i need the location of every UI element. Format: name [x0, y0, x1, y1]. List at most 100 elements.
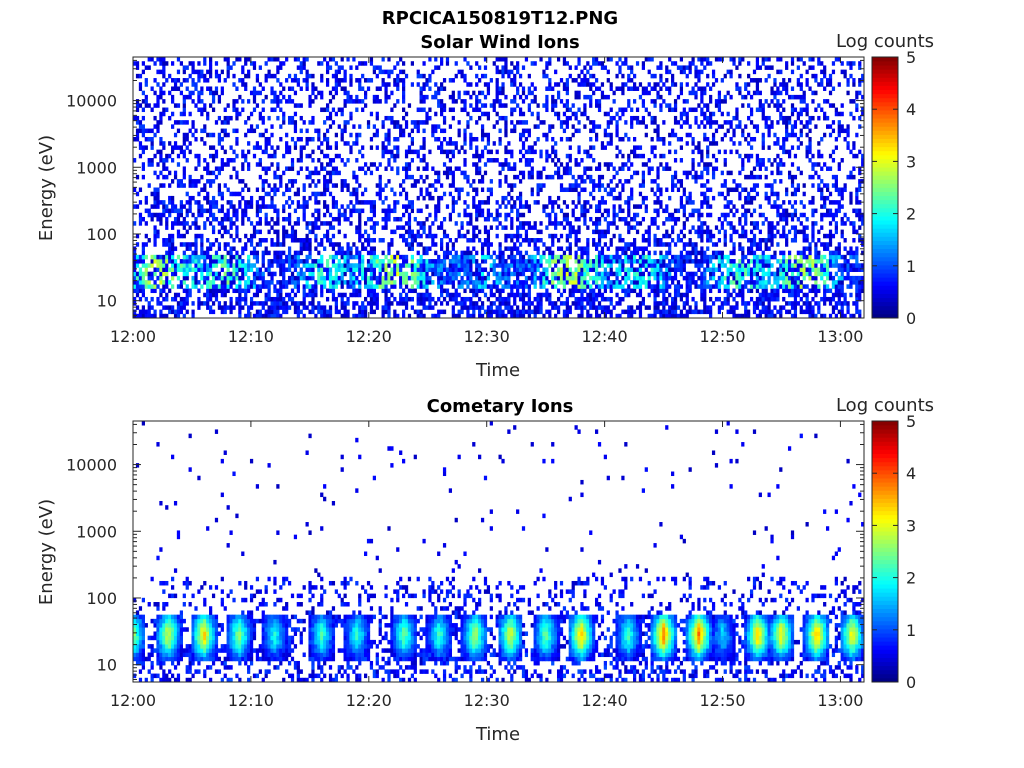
- heatmap-cell: [633, 254, 637, 260]
- heatmap-cell: [556, 158, 561, 163]
- heatmap-cell: [554, 271, 558, 277]
- heatmap-cell: [507, 69, 511, 75]
- heatmap-cell: [659, 313, 663, 319]
- heatmap-cell: [328, 65, 333, 70]
- heatmap-cell: [302, 284, 306, 289]
- heatmap-cell: [138, 187, 143, 193]
- heatmap-cell: [261, 259, 265, 264]
- heatmap-cell: [378, 275, 382, 281]
- heatmap-cell: [662, 292, 666, 298]
- heatmap-cell: [314, 313, 318, 319]
- heatmap-cell: [282, 170, 286, 176]
- heatmap-cell: [463, 132, 467, 138]
- heatmap-cell: [325, 82, 330, 87]
- heatmap-cell: [425, 204, 429, 209]
- heatmap-cell: [507, 141, 511, 146]
- heatmap-cell: [249, 296, 254, 302]
- heatmap-cell: [258, 158, 262, 163]
- heatmap-cell: [630, 280, 634, 285]
- heatmap-cell: [144, 200, 148, 205]
- heatmap-cell: [299, 86, 303, 91]
- heatmap-cell: [516, 263, 520, 268]
- heatmap-cell: [364, 61, 368, 66]
- heatmap-cell: [402, 275, 406, 281]
- heatmap-cell: [343, 183, 347, 188]
- heatmap-cell: [627, 212, 631, 218]
- heatmap-cell: [241, 208, 245, 214]
- heatmap-cell: [492, 271, 496, 277]
- heatmap-cell: [247, 69, 251, 75]
- heatmap-cell: [562, 288, 567, 294]
- heatmap-cell: [665, 284, 669, 289]
- heatmap-cell: [644, 90, 648, 96]
- heatmap-cell: [571, 288, 575, 294]
- heatmap-cell: [325, 208, 330, 214]
- heatmap-cell: [378, 238, 382, 243]
- heatmap-cell: [562, 200, 567, 205]
- heatmap-cell: [577, 82, 581, 87]
- heatmap-cell: [191, 280, 195, 285]
- heatmap-cell: [206, 238, 210, 243]
- heatmap-cell: [510, 107, 514, 113]
- heatmap-cell: [521, 305, 526, 310]
- heatmap-cell: [133, 288, 137, 294]
- heatmap-cell: [223, 225, 227, 230]
- heatmap-cell: [255, 267, 260, 272]
- heatmap-cell: [311, 191, 315, 197]
- heatmap-cell: [346, 284, 350, 289]
- heatmap-cell: [296, 191, 300, 197]
- heatmap-cell: [267, 141, 271, 146]
- heatmap-cell: [369, 263, 374, 268]
- heatmap-cell: [211, 242, 216, 247]
- heatmap-cell: [171, 259, 175, 264]
- heatmap-cell: [200, 90, 204, 96]
- heatmap-cell: [466, 296, 470, 302]
- heatmap-cell: [331, 183, 336, 188]
- heatmap-cell: [518, 195, 523, 201]
- heatmap-cell: [475, 275, 479, 281]
- heatmap-cell: [384, 208, 388, 214]
- heatmap-cell: [200, 187, 204, 193]
- heatmap-cell: [211, 292, 216, 298]
- heatmap-cell: [603, 208, 607, 214]
- heatmap-cell: [220, 263, 224, 268]
- heatmap-cell: [188, 128, 192, 134]
- heatmap-cell: [173, 141, 178, 146]
- heatmap-cell: [548, 195, 552, 201]
- heatmap-cell: [255, 200, 260, 205]
- heatmap-cell: [501, 200, 505, 205]
- heatmap-cell: [384, 166, 388, 171]
- heatmap-cell: [349, 212, 353, 218]
- heatmap-cell: [273, 183, 277, 188]
- heatmap-cell: [416, 233, 420, 239]
- heatmap-cell: [317, 250, 321, 256]
- heatmap-cell: [220, 284, 224, 289]
- heatmap-cell: [556, 204, 561, 209]
- heatmap-cell: [612, 195, 616, 201]
- heatmap-cell: [498, 162, 502, 167]
- heatmap-cell: [191, 78, 195, 83]
- heatmap-cell: [457, 254, 461, 260]
- heatmap-cell: [258, 195, 262, 201]
- figure-title: RPCICA150819T12.PNG: [382, 8, 618, 29]
- heatmap-cell: [650, 86, 654, 91]
- heatmap-cell: [483, 103, 488, 108]
- heatmap-cell: [507, 292, 511, 298]
- heatmap-cell: [404, 166, 409, 171]
- heatmap-cell: [673, 301, 678, 306]
- heatmap-cell: [413, 233, 417, 239]
- heatmap-cell: [597, 305, 602, 310]
- heatmap-cell: [381, 78, 385, 83]
- heatmap-cell: [665, 204, 669, 209]
- heatmap-cell: [273, 153, 277, 159]
- heatmap-cell: [229, 275, 233, 281]
- heatmap-cell: [369, 216, 374, 222]
- heatmap-cell: [586, 115, 590, 121]
- heatmap-cell: [545, 65, 549, 70]
- heatmap-cell: [521, 301, 526, 306]
- heatmap-cell: [518, 73, 523, 79]
- heatmap-cell: [454, 296, 458, 302]
- heatmap-cell: [384, 309, 388, 315]
- heatmap-cell: [267, 292, 271, 298]
- heatmap-cell: [249, 305, 254, 310]
